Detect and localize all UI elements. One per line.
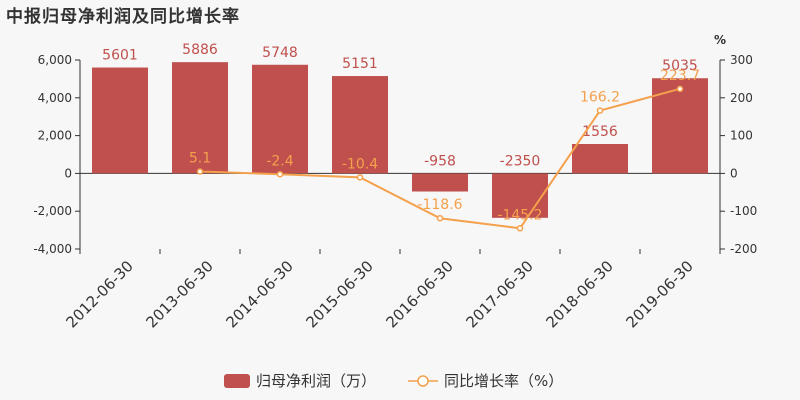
legend-line-label: 同比增长率（%） <box>444 372 563 390</box>
legend-bar-swatch <box>224 374 250 388</box>
growth-rate-point <box>596 107 604 114</box>
x-tick-label: 2013-06-30 <box>142 257 216 331</box>
x-tick-label: 2017-06-30 <box>462 257 536 331</box>
growth-rate-label: -10.4 <box>342 156 378 172</box>
bar-label: 5151 <box>342 56 378 72</box>
growth-rate-point <box>676 85 684 93</box>
left-tick-label: 0 <box>64 166 72 180</box>
bar-2016-06-30 <box>412 173 468 192</box>
growth-rate-label: -2.4 <box>266 153 293 169</box>
right-tick-label: 300 <box>730 53 753 67</box>
legend-bar-label: 归母净利润（万） <box>256 372 376 390</box>
bar-label: 5886 <box>182 42 218 58</box>
bar-2012-06-30 <box>92 67 148 174</box>
growth-rate-point <box>516 225 524 232</box>
left-tick-label: -2,000 <box>33 204 72 218</box>
x-tick-label: 2014-06-30 <box>222 257 296 331</box>
x-tick-label: 2018-06-30 <box>542 257 616 331</box>
left-tick-label: 4,000 <box>38 91 72 105</box>
bar-2013-06-30 <box>172 62 228 174</box>
bar-2017-06-30 <box>492 173 548 218</box>
growth-rate-point <box>356 174 364 181</box>
right-tick-label: -100 <box>730 204 757 218</box>
x-tick-label: 2012-06-30 <box>62 257 136 331</box>
growth-rate-point <box>276 171 284 178</box>
growth-rate-point <box>436 214 444 222</box>
bar-2014-06-30 <box>252 64 308 174</box>
left-tick-label: 6,000 <box>38 53 72 67</box>
bar-label: 5748 <box>262 45 298 61</box>
bar-2018-06-30 <box>572 143 628 174</box>
right-tick-label: -200 <box>730 242 757 256</box>
x-tick-label: 2016-06-30 <box>382 257 456 331</box>
bar-2019-06-30 <box>652 78 708 174</box>
right-tick-label: 0 <box>730 166 738 180</box>
bar-label: 1556 <box>582 124 618 140</box>
bar-2015-06-30 <box>332 76 388 174</box>
right-tick-label: 200 <box>730 91 753 105</box>
growth-rate-point <box>196 168 204 175</box>
growth-rate-label: 5.1 <box>189 150 211 166</box>
bar-label: 5601 <box>102 48 138 64</box>
right-tick-label: 100 <box>730 129 753 143</box>
right-axis-unit: % <box>714 33 726 47</box>
bar-label: 5035 <box>662 58 698 74</box>
growth-rate-label: 223.7 <box>660 68 700 84</box>
legend-line-marker <box>417 375 429 387</box>
left-tick-label: 2,000 <box>38 129 72 143</box>
bar-label: -2350 <box>500 153 541 169</box>
x-tick-label: 2015-06-30 <box>302 257 376 331</box>
bar-label: -958 <box>424 153 456 169</box>
growth-rate-label: 166.2 <box>580 90 620 106</box>
x-tick-label: 2019-06-30 <box>622 257 696 331</box>
growth-rate-label: -118.6 <box>417 197 462 213</box>
left-tick-label: -4,000 <box>33 242 72 256</box>
chart-title: 中报归母净利润及同比增长率 <box>6 7 240 27</box>
growth-rate-label: -145.2 <box>497 207 542 223</box>
